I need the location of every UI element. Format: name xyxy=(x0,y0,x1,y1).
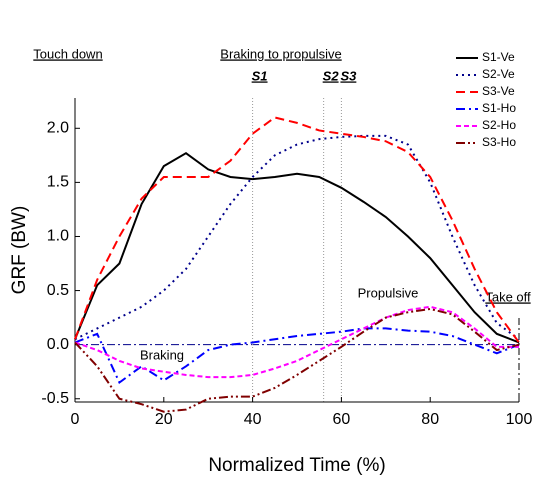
series-line xyxy=(74,307,520,413)
phase-label: Braking to propulsive xyxy=(220,46,341,61)
touch-down-label: Touch down xyxy=(33,46,102,61)
y-tick-label: 0.5 xyxy=(47,282,69,299)
x-axis-label: Normalized Time (%) xyxy=(208,455,385,476)
series-line xyxy=(74,151,520,344)
phase-label: S2 xyxy=(323,68,340,83)
y-axis-label: GRF (BW) xyxy=(9,206,30,295)
y-tick-label: 2.0 xyxy=(47,120,69,137)
phase-label: S3 xyxy=(340,68,357,83)
propulsive-label: Propulsive xyxy=(358,285,419,300)
y-tick-label: 1.5 xyxy=(47,174,69,191)
series-line xyxy=(74,134,520,341)
x-tick-label: 60 xyxy=(333,411,351,428)
take-off-label: Take off xyxy=(485,289,531,304)
series-line xyxy=(74,116,520,344)
x-tick-label: 80 xyxy=(421,411,439,428)
y-tick-label: 1.0 xyxy=(47,228,69,245)
x-tick-label: 0 xyxy=(71,411,80,428)
y-tick-label: -0.5 xyxy=(41,390,69,407)
y-tick-label: 0.0 xyxy=(47,336,69,353)
phase-label: S1 xyxy=(252,68,268,83)
legend-text: S2-Ve xyxy=(482,67,515,81)
legend-text: S1-Ve xyxy=(482,50,515,64)
x-tick-label: 40 xyxy=(244,411,262,428)
series-line xyxy=(74,327,520,385)
x-tick-label: 20 xyxy=(155,411,173,428)
legend-text: S3-Ho xyxy=(482,135,516,149)
x-tick-label: 100 xyxy=(506,411,533,428)
legend-text: S2-Ho xyxy=(482,118,516,132)
braking-label: Braking xyxy=(140,347,184,362)
legend-text: S3-Ve xyxy=(482,84,515,98)
legend-text: S1-Ho xyxy=(482,101,516,115)
series-line xyxy=(74,305,519,379)
